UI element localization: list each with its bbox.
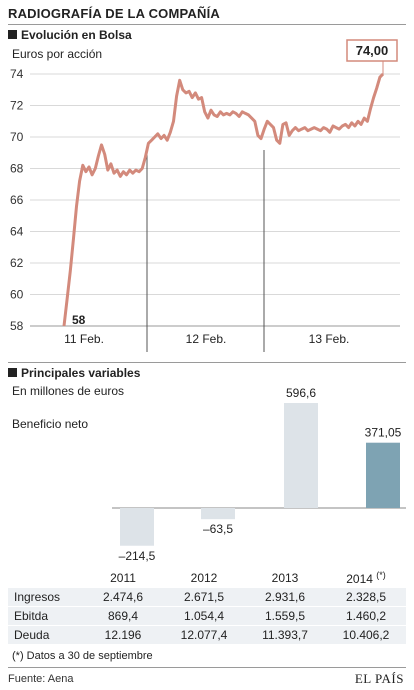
table-col-header: 2011: [82, 569, 164, 588]
stock-unit-label: Euros por acción: [12, 47, 103, 61]
table-cell: 11.393,7: [244, 625, 326, 645]
x-tick-label: 11 Feb.: [64, 332, 104, 346]
x-tick-label: 13 Feb.: [309, 332, 350, 346]
table-col-header: 2013: [244, 569, 326, 588]
net-profit-bar-chart: –214,5 –63,5 596,6 371,05: [112, 386, 406, 563]
bar: [366, 442, 400, 508]
table-cell: 1.054,4: [164, 606, 244, 626]
table-cell: 869,4: [82, 606, 164, 626]
y-tick-label: 64: [10, 225, 24, 239]
vars-section-title: Principales variables: [21, 366, 141, 380]
bar: [201, 508, 235, 520]
y-tick-label: 60: [10, 288, 24, 302]
title-divider: [8, 24, 406, 25]
table-col-header: 2014 (*): [326, 569, 406, 588]
table-header-row: 2011 2012 2013 2014 (*): [8, 569, 406, 588]
y-tick-label: 68: [10, 162, 24, 176]
source-credit: Fuente: Aena: [8, 673, 74, 685]
table-cell: 2.671,5: [164, 587, 244, 607]
end-value-label: 74,00: [356, 43, 389, 58]
row-label: Ingresos: [8, 587, 82, 607]
table-row: Deuda 12.196 12.077,4 11.393,7 10.406,2: [8, 625, 406, 645]
y-tick-label: 74: [10, 67, 24, 81]
start-value-label: 58: [72, 313, 86, 327]
stock-section-title: Evolución en Bolsa: [21, 28, 132, 42]
table-cell: 2.328,5: [326, 587, 406, 607]
stock-line-chart: 58 60 62 64 66 68 70 72 74 11 Feb. 12 Feb. 13 Feb. 5…: [10, 39, 400, 352]
vars-unit-label: En millones de euros: [12, 384, 125, 398]
table-cell: 1.559,5: [244, 606, 326, 626]
bar-value-label: –63,5: [203, 522, 233, 536]
table-col-header: 2012: [164, 569, 244, 588]
table-col-header-2014: 2014: [346, 572, 373, 586]
row-label: Ebitda: [8, 606, 82, 626]
footnote: (*) Datos a 30 de septiembre: [12, 650, 153, 662]
y-tick-label: 72: [10, 99, 24, 113]
y-tick-label: 62: [10, 256, 24, 270]
bar-series-label: Beneficio neto: [12, 417, 89, 431]
table-cell: 12.196: [82, 625, 164, 645]
brand-logo: EL PAÍS: [354, 671, 404, 686]
bar-value-label: –214,5: [119, 549, 156, 563]
table-row: Ingresos 2.474,6 2.671,5 2.931,6 2.328,5: [8, 587, 406, 607]
stock-price-line: [62, 72, 385, 327]
table-cell: 12.077,4: [164, 625, 244, 645]
footer-divider: [8, 667, 406, 668]
bar: [120, 508, 154, 546]
callout-box: [346, 39, 398, 62]
section-square-icon: [8, 30, 17, 39]
section-divider: [8, 362, 406, 363]
variables-table: 2011 2012 2013 2014 (*) Ingresos 2.474,6…: [8, 569, 406, 645]
table-cell: 10.406,2: [326, 625, 406, 645]
y-tick-label: 66: [10, 193, 24, 207]
section-square-icon: [8, 368, 17, 377]
y-tick-label: 58: [10, 319, 24, 333]
page-title: RADIOGRAFÍA DE LA COMPAÑÍA: [8, 6, 220, 21]
bar-value-label: 596,6: [286, 386, 316, 400]
stock-section-heading: Evolución en Bolsa: [8, 28, 132, 42]
table-cell: 2.474,6: [82, 587, 164, 607]
table-cell: 2.931,6: [244, 587, 326, 607]
bar: [284, 403, 318, 508]
table-cell: 1.460,2: [326, 606, 406, 626]
table-row: Ebitda 869,4 1.054,4 1.559,5 1.460,2: [8, 606, 406, 626]
y-tick-label: 70: [10, 130, 24, 144]
row-label: Deuda: [8, 625, 82, 645]
vars-section-heading: Principales variables: [8, 366, 140, 380]
footnote-mark: (*): [376, 570, 386, 580]
bar-value-label: 371,05: [365, 426, 402, 440]
x-tick-label: 12 Feb.: [186, 332, 227, 346]
